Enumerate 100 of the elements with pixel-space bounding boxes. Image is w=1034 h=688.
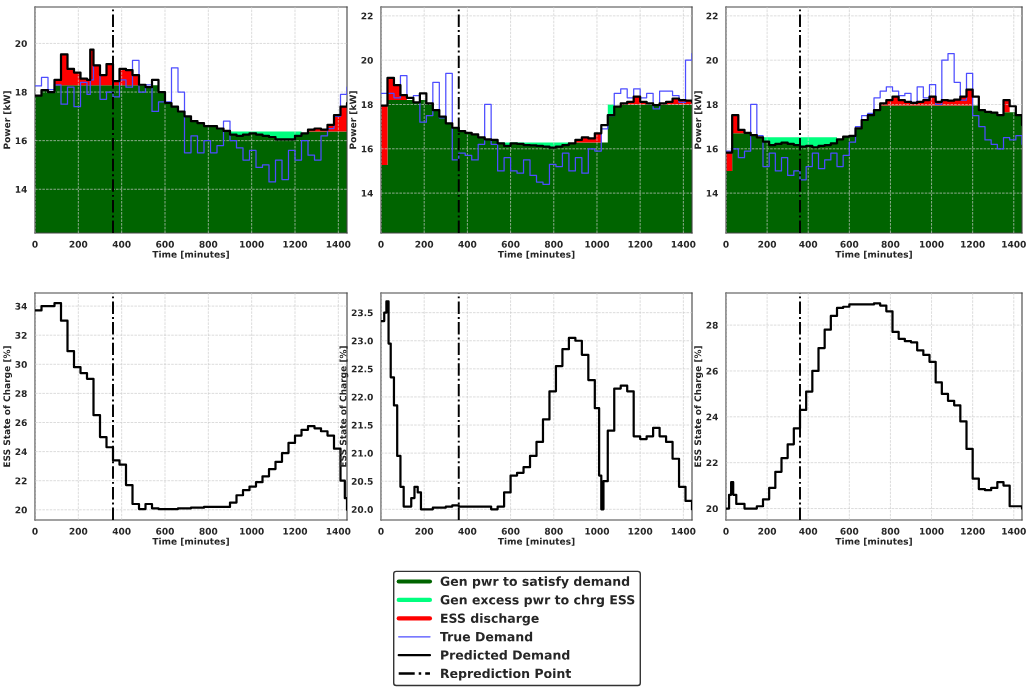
y-tick-label: 22 [706,459,718,467]
x-tick-label: 600 [156,240,174,248]
y-tick-label: 34 [15,302,27,310]
legend-label: Gen pwr to satisfy demand [440,576,630,589]
y-tick-label: 16 [361,145,373,153]
y-tick-label: 28 [15,390,27,397]
x-tick-label: 0 [378,240,384,248]
x-tick-label: 400 [458,240,477,248]
y-tick-label: 14 [15,186,27,193]
x-tick-label: 400 [799,240,818,248]
y-tick-label: 22 [15,477,27,485]
x-tick-label: 1200 [283,527,308,535]
x-tick-label: 200 [415,527,434,535]
y-tick-label: 16 [706,145,718,153]
x-tick-label: 600 [840,527,859,535]
y-tick-label: 20 [706,56,718,64]
x-tick-label: 800 [881,527,900,535]
legend-label: Reprediction Point [441,668,572,681]
x-axis-title: Time [minutes] [152,250,229,259]
x-tick-label: 600 [501,240,520,248]
x-tick-label: 0 [723,240,729,248]
x-tick-label: 1200 [628,527,653,535]
y-tick-label: 26 [706,367,718,375]
x-tick-label: 0 [723,527,729,535]
y-tick-label: 23.0 [351,337,373,345]
y-tick-label: 26 [15,419,27,427]
x-tick-label: 0 [32,240,38,248]
y-axis-title: ESS State of Charge [%] [694,346,704,467]
x-tick-label: 200 [758,240,777,248]
x-axis-title: Time [minutes] [497,537,575,546]
y-tick-label: 22 [706,12,718,20]
y-tick-label: 16 [15,137,27,145]
x-tick-label: 600 [840,240,859,248]
x-tick-label: 0 [378,527,384,535]
y-axis-title: Power [kW] [3,91,12,149]
x-tick-label: 1400 [326,240,351,248]
x-tick-label: 400 [458,527,477,535]
x-axis-title: Time [minutes] [152,537,229,546]
y-tick-label: 22.5 [351,365,373,373]
x-tick-label: 200 [758,527,777,535]
y-tick-label: 23.5 [351,309,373,317]
legend-label: True Demand [440,631,533,642]
x-tick-label: 1400 [1002,527,1026,535]
x-tick-label: 1000 [240,527,264,535]
legend-label: Predicted Demand [441,650,570,660]
x-tick-label: 800 [544,527,563,535]
y-tick-label: 18 [361,101,373,109]
y-tick-label: 14 [361,189,373,197]
y-tick-label: 24 [706,413,718,421]
x-tick-label: 400 [112,527,131,535]
x-tick-label: 800 [881,240,900,248]
x-tick-label: 1400 [326,527,351,535]
x-tick-label: 1000 [240,240,264,248]
x-tick-label: 1200 [961,240,985,248]
x-tick-label: 1400 [1002,240,1026,248]
y-tick-label: 18 [706,101,718,109]
x-tick-label: 400 [799,527,818,535]
y-axis-title: ESS State of Charge [%] [339,346,349,467]
legend-label: ESS discharge [441,613,539,626]
y-axis-title: Power [kW] [349,91,358,149]
x-tick-label: 1200 [961,527,985,535]
y-tick-label: 32 [15,331,27,339]
y-tick-label: 14 [706,189,718,197]
x-tick-label: 1000 [920,527,944,535]
legend-label: Gen excess pwr to chrg ESS [440,594,635,608]
x-tick-label: 0 [32,527,38,535]
y-tick-label: 21.5 [351,421,373,429]
x-tick-label: 400 [112,240,131,248]
x-axis-title: Time [minutes] [835,537,912,546]
x-tick-label: 800 [199,240,218,248]
y-axis-title: Power [kW] [694,91,703,149]
y-tick-label: 24 [15,448,27,456]
x-axis-title: Time [minutes] [497,250,575,259]
x-tick-label: 600 [501,527,520,535]
y-tick-label: 21.0 [351,449,373,457]
y-tick-label: 20 [15,506,27,514]
x-tick-label: 200 [69,240,88,248]
y-tick-label: 20 [361,56,373,64]
x-tick-label: 1400 [671,527,696,535]
x-tick-label: 1000 [585,240,610,248]
x-tick-label: 200 [69,527,88,535]
y-tick-label: 30 [15,361,27,368]
y-tick-label: 20 [15,40,27,48]
y-tick-label: 20 [706,505,718,513]
x-tick-label: 1200 [628,240,653,248]
y-tick-label: 20.0 [351,506,373,513]
x-tick-label: 200 [415,240,434,248]
y-axis-title: ESS State of Charge [%] [3,346,13,467]
x-tick-label: 800 [199,527,218,535]
x-tick-label: 1000 [920,240,944,248]
x-tick-label: 1200 [283,240,308,248]
x-tick-label: 1000 [585,527,610,535]
y-tick-label: 28 [706,321,718,329]
y-tick-label: 20.5 [351,477,373,485]
y-tick-label: 22.0 [351,393,373,401]
x-axis-title: Time [minutes] [835,250,912,259]
y-tick-label: 22 [361,12,373,20]
x-tick-label: 800 [544,240,563,248]
x-tick-label: 1400 [671,240,696,248]
x-tick-label: 600 [156,527,174,535]
